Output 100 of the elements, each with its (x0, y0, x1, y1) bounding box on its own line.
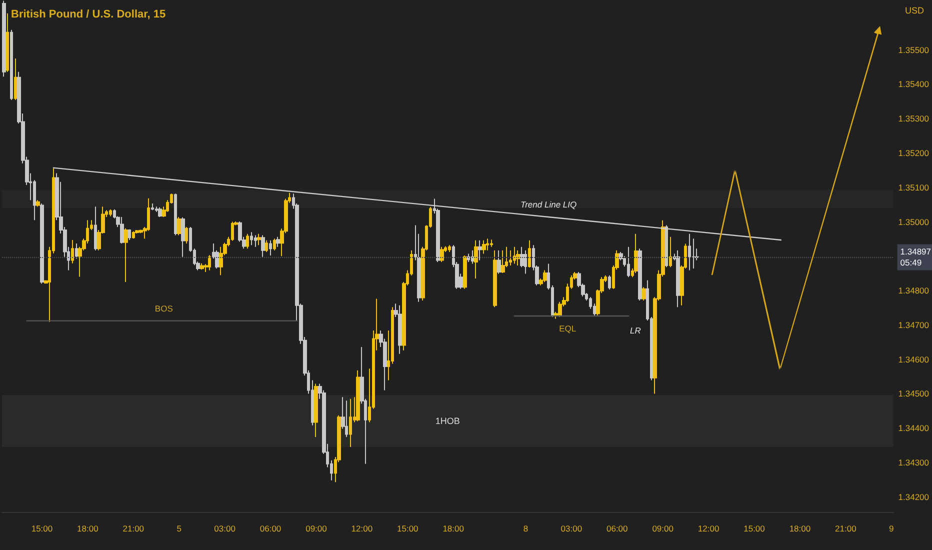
y-tick-label: 1.35500 (898, 44, 930, 55)
annotation: LR (630, 326, 641, 336)
candlestick (2, 0, 6, 78)
candlestick (151, 203, 154, 211)
candlestick (261, 234, 265, 258)
candlestick (398, 304, 402, 354)
x-tick-label: 12:00 (351, 524, 373, 534)
candlestick (71, 240, 74, 264)
candlestick (490, 239, 493, 248)
series-label: BOS (154, 303, 174, 314)
candlestick (509, 250, 512, 266)
candlestick (14, 58, 17, 101)
x-tick-label: 5 (176, 524, 182, 534)
x-tick-label: 21:00 (122, 524, 144, 534)
x-tick-label: 12:00 (698, 524, 720, 534)
candlestick (174, 193, 177, 236)
y-tick-label: 1.34500 (898, 388, 930, 399)
y-tick-label: 1.34700 (898, 320, 930, 330)
candlestick (467, 253, 470, 263)
candlestick (474, 240, 478, 280)
candlestick (120, 216, 124, 244)
candlestick (124, 228, 128, 282)
candlestick (471, 250, 474, 264)
band-label: 1HOB (435, 416, 460, 426)
candlestick (448, 244, 451, 253)
y-tick-label: 1.35400 (898, 79, 930, 90)
x-tick-label: 8 (523, 524, 528, 534)
y-tick-label: 1.34200 (898, 492, 930, 502)
y-tick-label: 1.35000 (898, 216, 930, 227)
candlestick (482, 240, 486, 254)
y-tick-label: 1.35300 (898, 114, 930, 124)
x-tick-label: 03:00 (214, 524, 236, 534)
candlestick (669, 236, 672, 268)
candlestick (254, 234, 257, 248)
candlestick (524, 250, 527, 274)
y-tick-label: 1.34300 (898, 457, 930, 468)
x-tick-label: 15:00 (31, 524, 53, 534)
x-tick-label: 09:00 (306, 524, 328, 534)
text: British Pound / U.S. Dollar, 15 (11, 8, 166, 20)
y-tick-label: 1.35100 (898, 182, 930, 192)
candlestick (181, 216, 185, 258)
y-tick-label: 1.34400 (898, 423, 930, 434)
x-tick-label: 09:00 (652, 524, 674, 534)
candlestick (128, 228, 131, 241)
candlestick (10, 29, 13, 101)
candlestick (250, 232, 253, 246)
series-label: Trend Line LIQ (520, 199, 577, 210)
y-axis-title: USD (905, 6, 924, 16)
candlestick (219, 246, 223, 276)
candlestick (200, 262, 204, 270)
candlestick (246, 233, 249, 250)
candlestick (642, 286, 646, 302)
x-tick-label: 18:00 (789, 524, 811, 534)
candlestick (497, 250, 501, 274)
candlestick (109, 208, 112, 217)
x-tick-label: 15:00 (744, 524, 766, 534)
ref-line-label: 1.34897 05:49 (900, 246, 932, 268)
candlestick (185, 226, 188, 244)
candlestick (6, 12, 9, 72)
candlestick (349, 398, 352, 448)
y-tick-label: 1.34600 (898, 354, 930, 364)
candlestick (463, 254, 467, 290)
x-tick-label: 15:00 (397, 524, 419, 534)
candlestick (676, 250, 680, 308)
candlestick (177, 216, 181, 236)
candlestick (543, 270, 547, 282)
candlestick (440, 246, 444, 263)
x-tick-label: 9 (889, 524, 894, 534)
candlestick (158, 206, 162, 218)
x-tick-label: 21:00 (835, 524, 857, 534)
candlestick (692, 238, 695, 270)
candlestick (528, 240, 531, 268)
candlestick (94, 206, 97, 251)
candlestick (265, 240, 268, 253)
candlestick (493, 250, 497, 308)
candlestick (608, 274, 611, 290)
candlestick (634, 233, 638, 274)
candlestick (257, 233, 261, 246)
candlestick (269, 240, 272, 256)
candlestick (558, 301, 562, 318)
candlestick (273, 238, 276, 251)
candlestick (208, 254, 211, 271)
candlestick (513, 246, 516, 264)
series-label: EQL (559, 324, 576, 334)
candlestick (501, 250, 505, 274)
x-tick-label: 06:00 (606, 524, 628, 534)
x-tick-label: 18:00 (442, 524, 464, 534)
candlestick (516, 250, 520, 266)
y-tick-label: 1.35200 (898, 148, 930, 158)
x-tick-label: 06:00 (260, 524, 282, 534)
x-tick-label: 18:00 (77, 524, 99, 534)
candlestick (688, 233, 691, 271)
candlestick (627, 246, 630, 278)
candlestick (345, 400, 348, 438)
candlestick (356, 370, 360, 422)
candlestick (314, 383, 318, 438)
candlestick (276, 236, 280, 248)
candlestick (40, 203, 44, 284)
candlestick (638, 248, 642, 302)
x-tick-label: 03:00 (560, 524, 582, 534)
